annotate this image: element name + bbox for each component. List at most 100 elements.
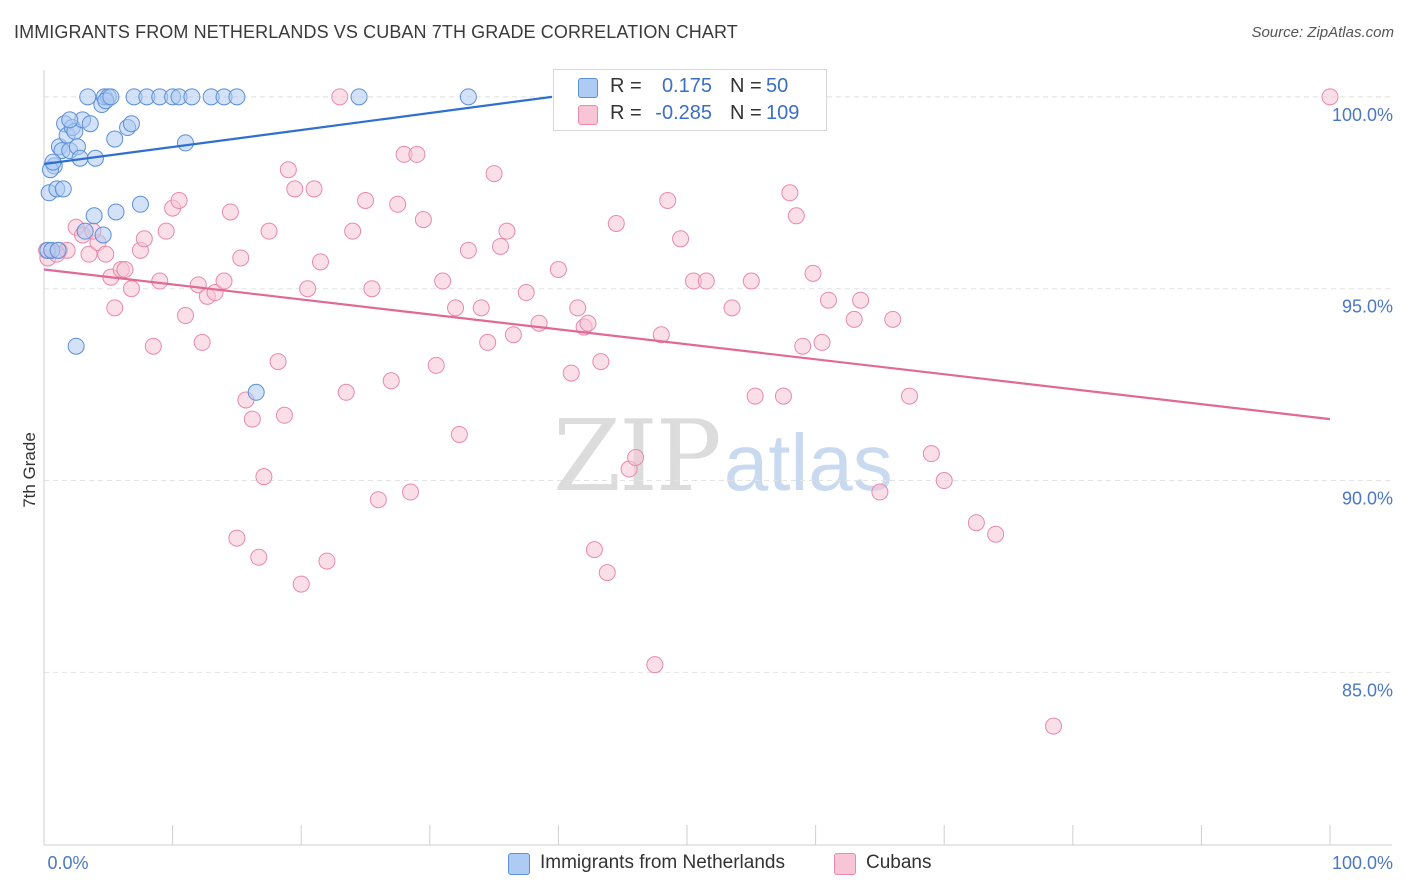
point-cubans: [742, 272, 760, 290]
point-cubans: [450, 425, 468, 443]
point-cubans: [987, 525, 1005, 543]
point-cubans: [305, 180, 323, 198]
point-cubans: [232, 249, 250, 267]
point-cubans: [598, 564, 616, 582]
point-cubans: [607, 214, 625, 232]
point-cubans: [402, 483, 420, 501]
point-cubans: [255, 468, 273, 486]
point-netherlands: [106, 130, 124, 148]
point-netherlands: [131, 195, 149, 213]
point-cubans: [579, 314, 597, 332]
y-tick-label: 90.0%: [1342, 489, 1393, 509]
point-netherlands: [79, 88, 97, 106]
legend-row-cubans: R = -0.285 N = 109: [554, 101, 826, 129]
point-cubans: [215, 272, 233, 290]
series-legend: Immigrants from Netherlands Cubans: [0, 850, 1406, 880]
point-cubans: [922, 445, 940, 463]
point-cubans: [311, 253, 329, 271]
point-cubans: [221, 203, 239, 221]
point-netherlands: [54, 180, 72, 198]
point-netherlands: [122, 115, 140, 133]
point-cubans: [819, 291, 837, 309]
point-cubans: [646, 656, 664, 674]
point-cubans: [459, 241, 477, 259]
point-netherlands: [459, 88, 477, 106]
point-cubans: [414, 211, 432, 229]
point-cubans: [697, 272, 715, 290]
series-legend-label: Immigrants from Netherlands: [540, 852, 785, 873]
point-cubans: [97, 245, 115, 263]
point-cubans: [672, 230, 690, 248]
point-cubans: [787, 207, 805, 225]
watermark: ZIPatlas: [553, 400, 893, 514]
point-cubans: [562, 364, 580, 382]
point-netherlands: [183, 88, 201, 106]
point-cubans: [299, 280, 317, 298]
point-netherlands: [94, 226, 112, 244]
point-cubans: [344, 222, 362, 240]
legend-r-value: 0.175: [661, 75, 712, 97]
point-cubans: [292, 575, 310, 593]
chart-title: IMMIGRANTS FROM NETHERLANDS VS CUBAN 7TH…: [14, 22, 738, 42]
legend-swatch-blue: [578, 78, 598, 98]
y-tick-label: 100.0%: [1332, 105, 1393, 125]
series-swatch-blue: [508, 853, 530, 875]
point-cubans: [228, 529, 246, 547]
point-cubans: [479, 333, 497, 351]
point-netherlands: [81, 115, 99, 133]
point-cubans: [504, 326, 522, 344]
point-cubans: [157, 222, 175, 240]
legend-r-label: R =: [610, 102, 642, 124]
point-cubans: [275, 406, 293, 424]
point-cubans: [549, 261, 567, 279]
point-cubans: [250, 548, 268, 566]
watermark-atlas: atlas: [723, 418, 893, 507]
point-netherlands: [247, 383, 265, 401]
legend-n-label: N =: [730, 75, 762, 97]
point-cubans: [260, 222, 278, 240]
point-cubans: [781, 184, 799, 202]
point-cubans: [627, 449, 645, 466]
point-cubans: [337, 383, 355, 401]
point-cubans: [852, 291, 870, 309]
point-cubans: [389, 195, 407, 213]
legend-row-netherlands: R = 0.175 N = 50: [554, 74, 826, 102]
point-cubans: [408, 145, 426, 163]
point-cubans: [652, 326, 670, 344]
x-tick-label-max: 100.0%: [1332, 853, 1393, 873]
point-cubans: [871, 483, 889, 501]
point-cubans: [176, 307, 194, 325]
point-cubans: [845, 310, 863, 328]
point-netherlands: [76, 222, 94, 240]
legend-r-value: -0.285: [655, 102, 712, 124]
point-cubans: [472, 299, 490, 317]
point-cubans: [723, 299, 741, 317]
series-legend-label: Cubans: [866, 852, 932, 873]
point-cubans: [369, 491, 387, 509]
point-cubans: [967, 514, 985, 532]
point-cubans: [1321, 88, 1339, 106]
point-cubans: [884, 310, 902, 328]
legend-swatch-pink: [578, 105, 598, 125]
point-netherlands: [49, 241, 67, 259]
trend-line: [43, 95, 553, 166]
legend-n-label: N =: [730, 102, 762, 124]
point-cubans: [427, 356, 445, 374]
stats-legend: R = 0.175 N = 50 R = -0.285 N = 109: [553, 69, 827, 131]
point-cubans: [269, 353, 287, 371]
point-cubans: [106, 299, 124, 317]
point-netherlands: [67, 337, 85, 355]
point-cubans: [151, 272, 169, 290]
point-cubans: [774, 387, 792, 405]
series-swatch-pink: [834, 853, 856, 875]
point-cubans: [1045, 717, 1063, 735]
y-tick-label: 85.0%: [1342, 680, 1393, 700]
point-netherlands: [228, 88, 246, 106]
point-cubans: [357, 191, 374, 209]
legend-n-value: 50: [766, 75, 789, 97]
point-cubans: [116, 261, 134, 279]
point-cubans: [331, 88, 349, 106]
y-tick-label: 95.0%: [1342, 297, 1393, 317]
point-cubans: [144, 337, 162, 355]
point-netherlands: [61, 111, 79, 129]
